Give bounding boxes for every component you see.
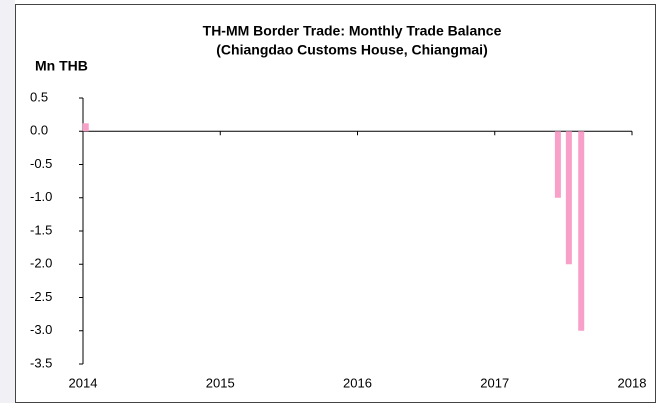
- y-tick-label: -2.0: [30, 256, 52, 271]
- y-tick-label: 0.5: [30, 89, 48, 104]
- y-tick-label: -1.5: [30, 222, 52, 237]
- y-tick-label: 0.0: [30, 123, 48, 138]
- y-tick-label: -0.5: [30, 156, 52, 171]
- chart-title: TH-MM Border Trade: Monthly Trade Balanc…: [203, 23, 502, 39]
- bar: [554, 131, 561, 198]
- bar: [578, 131, 585, 331]
- bar: [565, 131, 572, 265]
- y-axis-label: Mn THB: [35, 58, 88, 74]
- y-tick-label: -3.0: [30, 322, 52, 337]
- side-band: [0, 0, 15, 403]
- x-tick-label: 2017: [480, 375, 509, 390]
- y-tick-label: -2.5: [30, 289, 52, 304]
- x-tick-label: 2015: [206, 375, 235, 390]
- y-tick-label: -3.5: [30, 355, 52, 370]
- bar: [82, 123, 89, 132]
- y-tick-label: -1.0: [30, 189, 52, 204]
- chart-subtitle: (Chiangdao Customs House, Chiangmai): [216, 42, 487, 58]
- x-tick-label: 2014: [69, 375, 98, 390]
- x-tick-label: 2018: [618, 375, 647, 390]
- x-tick-label: 2016: [343, 375, 372, 390]
